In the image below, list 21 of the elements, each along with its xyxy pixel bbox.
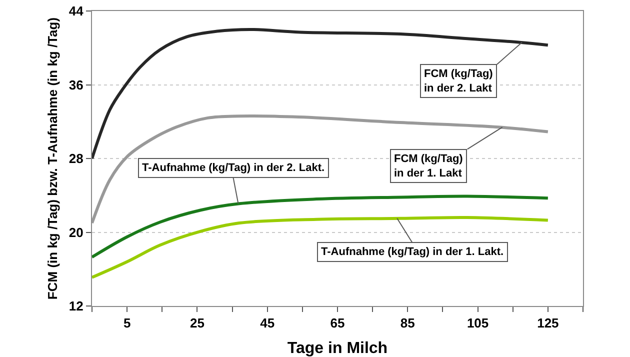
annotation: FCM (kg/Tag) in der 2. Lakt xyxy=(424,68,494,94)
x-tick-label: 65 xyxy=(330,316,345,331)
annotation: T-Aufnahme (kg/Tag) in der 1. Lakt. xyxy=(321,246,504,258)
y-tick-label: 28 xyxy=(68,151,84,166)
x-axis-title: Tage in Milch xyxy=(287,340,388,357)
x-tick-label: 85 xyxy=(400,316,415,331)
annotation: T-Aufnahme (kg/Tag) in der 2. Lakt. xyxy=(142,162,325,174)
line-series xyxy=(92,114,550,225)
line-series xyxy=(92,216,550,279)
y-axis-title: FCM (in kg /Tag) bzw. T-Aufnahme (in kg /Tag) xyxy=(44,17,60,300)
y-tick-label: 20 xyxy=(68,224,84,240)
y-tick-label: 12 xyxy=(68,298,84,314)
y-tick-label: 44 xyxy=(68,4,84,19)
x-tick-label: 125 xyxy=(537,316,559,331)
x-tick-label: 45 xyxy=(260,316,275,331)
y-tick-label: 36 xyxy=(68,77,84,92)
annotation: FCM (kg/Tag) in der 1. Lakt xyxy=(394,153,464,180)
line-series xyxy=(92,194,550,259)
x-tick-label: 25 xyxy=(190,316,204,331)
x-tick-label: 105 xyxy=(466,316,489,331)
x-tick-label: 5 xyxy=(123,316,131,331)
